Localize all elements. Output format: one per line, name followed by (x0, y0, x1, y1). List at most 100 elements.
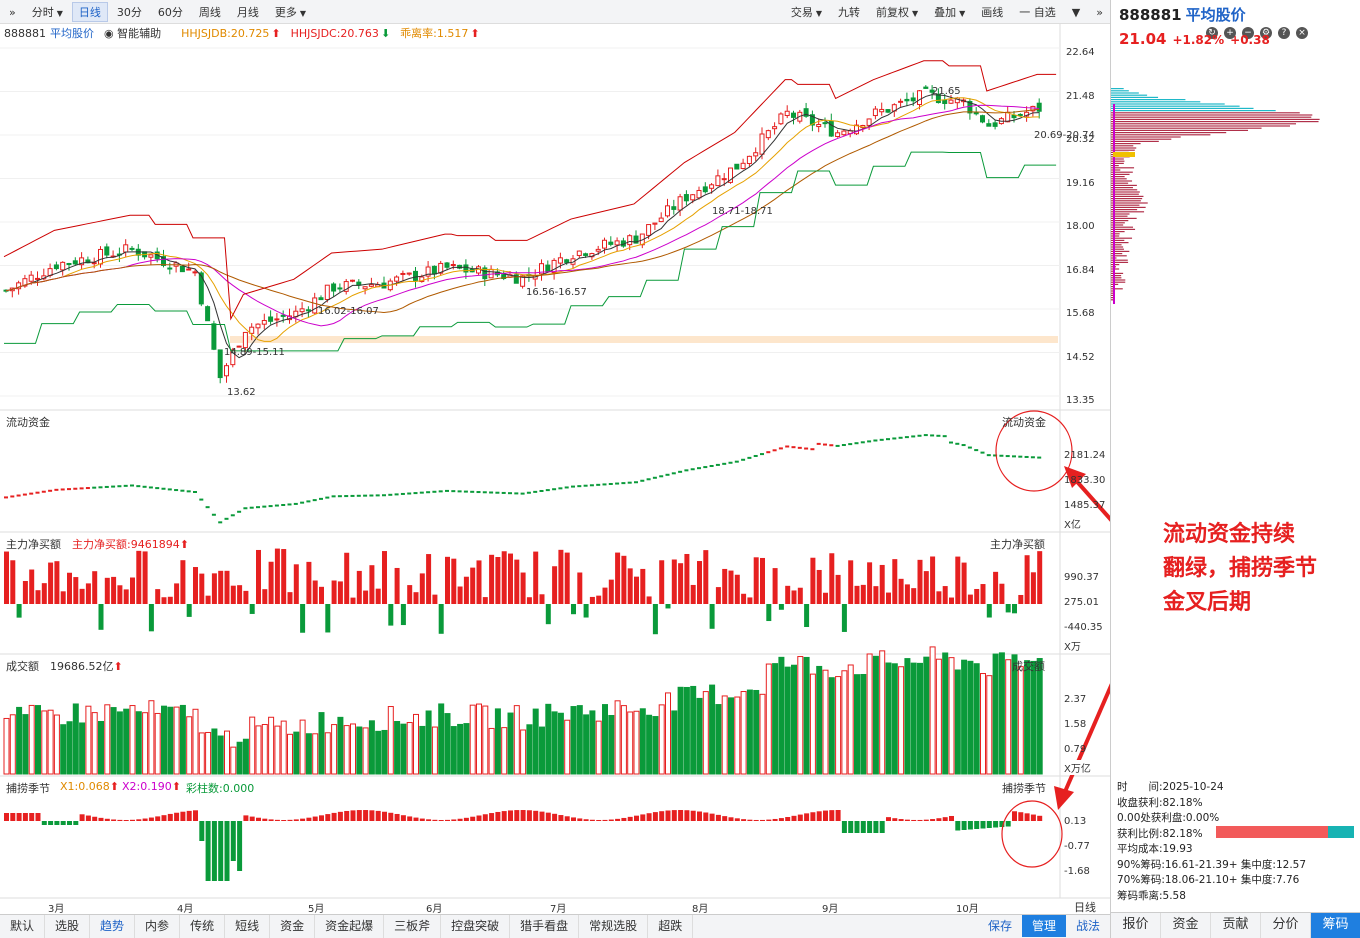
highlight-circle (1001, 800, 1063, 868)
tab-monthly[interactable]: 月线 (236, 5, 259, 19)
turnover-unit: X万亿 (1064, 760, 1091, 775)
tab-more[interactable]: 更多 ▼ (274, 5, 307, 19)
season-bar (577, 818, 583, 821)
liquid-mark (211, 513, 216, 516)
candle-body (268, 316, 274, 322)
turnover-bar (457, 723, 464, 775)
zoom-in-icon[interactable]: + (1224, 27, 1236, 39)
net-buy-bar (174, 583, 180, 604)
watchlist-button[interactable]: 一 自选 (1019, 6, 1056, 19)
bottom-tab-item[interactable]: 控盘突破 (441, 915, 511, 938)
net-buy-bar (104, 577, 110, 604)
right-tab-item[interactable]: 报价 (1111, 913, 1161, 938)
draw-button[interactable]: 画线 (981, 6, 1004, 19)
expand-icon[interactable]: » (1096, 6, 1103, 19)
gear-icon[interactable]: ⚙ (1260, 27, 1272, 39)
candle-body (331, 283, 337, 292)
turnover-bar (318, 712, 325, 775)
loss-ratio-bar (1328, 826, 1354, 838)
tab-fenshi[interactable]: 分时 ▼ (31, 5, 63, 19)
bottom-tab-item[interactable]: 内参 (135, 915, 181, 938)
candle-body (872, 108, 878, 117)
bottom-tab-item[interactable]: 短线 (225, 915, 271, 938)
tab-daily[interactable]: 日线 (71, 1, 108, 22)
season-tick: -0.77 (1064, 841, 1090, 852)
season-bar (615, 818, 621, 821)
season-bar (10, 813, 16, 821)
turnover-bar (904, 658, 911, 775)
turnover-bar (488, 727, 495, 775)
turnover-bar (3, 717, 10, 775)
collapse-icon[interactable]: » (9, 5, 16, 19)
turnover-bar (463, 723, 470, 775)
turnover-bar (72, 703, 79, 775)
chip-bar (1111, 182, 1129, 184)
tab-weekly[interactable]: 周线 (198, 5, 221, 19)
right-tab-item[interactable]: 贡献 (1211, 913, 1261, 938)
help-icon[interactable]: ? (1278, 27, 1290, 39)
liquid-mark (136, 485, 141, 488)
chip-bar (1111, 96, 1159, 98)
liquid-mark (426, 491, 431, 494)
bottom-tab-item[interactable]: 选股 (45, 915, 91, 938)
trade-button[interactable]: 交易 ▼ (790, 6, 822, 19)
bottom-tab-item[interactable]: 默认 (0, 915, 46, 938)
net-buy-bar (363, 590, 369, 604)
candle-body (816, 124, 822, 128)
turnover-bar (375, 730, 382, 775)
liquid-mark (722, 462, 727, 465)
net-buy-bar (961, 562, 967, 604)
watchlist-dropdown-icon[interactable]: ▼ (1071, 6, 1081, 19)
bottom-tab-item[interactable]: 猎手看盘 (510, 915, 580, 938)
right-tab-item[interactable]: 资金 (1161, 913, 1211, 938)
season-bar (438, 819, 444, 821)
refresh-icon[interactable]: ↻ (1206, 27, 1218, 39)
bottom-tab-item[interactable]: 资金 (270, 915, 316, 938)
adjust-button[interactable]: 前复权 ▼ (875, 6, 919, 19)
bottom-tab-item[interactable]: 资金起爆 (315, 915, 385, 938)
turnover-bar (728, 697, 734, 775)
season-bar (1024, 813, 1030, 821)
zoom-out-icon[interactable]: − (1242, 27, 1254, 39)
manage-button[interactable]: 管理 (1021, 915, 1066, 937)
moving-average-line (5, 108, 1040, 313)
liquid-mark (482, 491, 487, 494)
tab-60min[interactable]: 60分 (157, 5, 183, 19)
right-tab-item[interactable]: 筹码 (1311, 913, 1360, 938)
season-bar (589, 819, 595, 821)
jiuzhuan-button[interactable]: 九转 (837, 6, 860, 19)
bottom-tab-item[interactable]: 常规选股 (579, 915, 649, 938)
liquid-mark (841, 444, 846, 447)
tab-30min[interactable]: 30分 (116, 5, 142, 19)
turnover-bar (425, 710, 432, 775)
chip-bar (1111, 242, 1129, 244)
candle-body (513, 274, 519, 284)
bottom-tab-item[interactable]: 传统 (180, 915, 226, 938)
chip-bar (1111, 88, 1124, 90)
turnover-bar (595, 720, 602, 775)
bottom-tab-item[interactable]: 三板斧 (384, 915, 442, 938)
bottom-tab-item[interactable]: 趋势 (90, 915, 136, 938)
month-label: 6月 (426, 904, 443, 915)
right-tab-item[interactable]: 分价 (1261, 913, 1311, 938)
turnover-bar (324, 732, 331, 775)
candle-body (53, 264, 59, 270)
bottom-tab-item[interactable]: 超跌 (648, 915, 694, 938)
net-buy-bar (130, 577, 135, 604)
turnover-bar (513, 705, 520, 775)
close-icon[interactable]: × (1296, 27, 1308, 39)
turnover-bar (230, 746, 237, 775)
liquid-mark (369, 494, 374, 497)
liquid-mark (432, 490, 437, 493)
season-bar (22, 813, 28, 821)
candle-body (198, 272, 204, 305)
overlay-button[interactable]: 叠加 ▼ (934, 6, 966, 19)
smart-assist-toggle[interactable]: ◉ 智能辅助 (104, 27, 162, 40)
strategy-button[interactable]: 战法 (1075, 919, 1100, 933)
save-button[interactable]: 保存 (987, 919, 1012, 933)
kline-chart[interactable] (0, 24, 1110, 914)
net-buy-bar (520, 572, 526, 604)
liquid-mark (4, 496, 8, 499)
month-label: 5月 (308, 904, 325, 915)
season-bar (949, 815, 954, 821)
